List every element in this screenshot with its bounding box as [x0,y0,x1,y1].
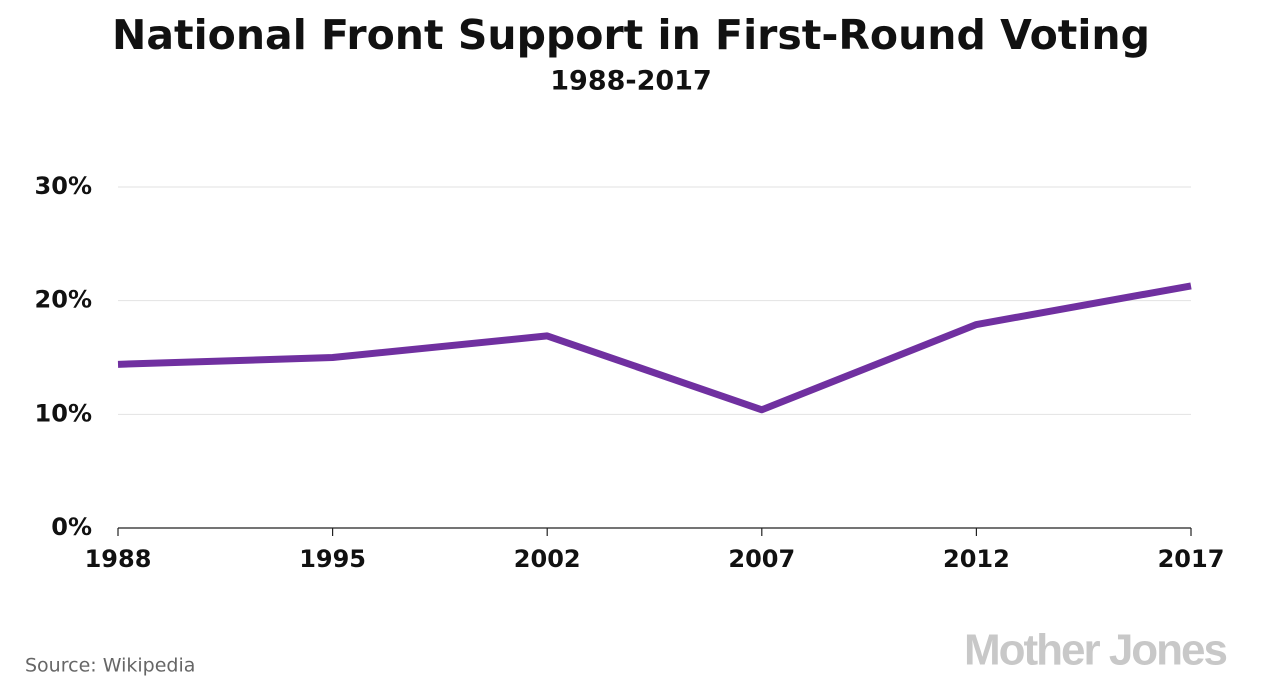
x-tick-label: 1988 [85,545,152,573]
y-tick-label: 20% [35,286,92,314]
x-tick-label: 1995 [299,545,366,573]
chart-subtitle: 1988-2017 [550,66,712,97]
chart-title: National Front Support in First-Round Vo… [112,11,1150,59]
y-tick-label: 30% [35,172,92,200]
x-tick-label: 2017 [1158,545,1225,573]
x-tick-label: 2007 [728,545,795,573]
logo: Mother Jones [964,626,1227,675]
x-tick-label: 2002 [514,545,581,573]
y-tick-label: 10% [35,399,92,427]
x-tick-label: 2012 [943,545,1010,573]
line [117,282,1192,414]
y-tick-label: 0% [51,513,92,541]
source: Source: Wikipedia [25,655,195,677]
